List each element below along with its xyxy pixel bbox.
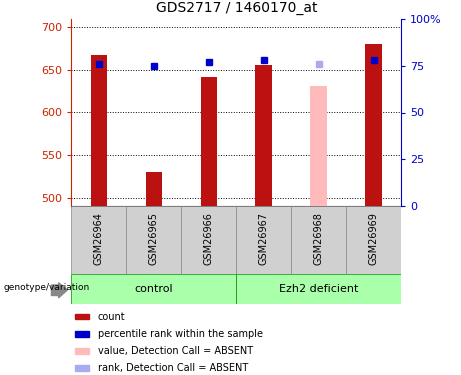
Bar xyxy=(75,348,89,354)
Bar xyxy=(71,206,126,274)
Text: count: count xyxy=(98,312,125,322)
Bar xyxy=(146,172,162,206)
Bar xyxy=(75,365,89,371)
Bar xyxy=(236,274,401,304)
Bar xyxy=(181,206,236,274)
Title: GDS2717 / 1460170_at: GDS2717 / 1460170_at xyxy=(155,1,317,15)
Bar xyxy=(291,206,346,274)
Text: rank, Detection Call = ABSENT: rank, Detection Call = ABSENT xyxy=(98,363,248,373)
Bar xyxy=(255,65,272,206)
Bar xyxy=(126,206,181,274)
Text: value, Detection Call = ABSENT: value, Detection Call = ABSENT xyxy=(98,346,253,356)
Bar xyxy=(366,44,382,206)
Text: GSM26966: GSM26966 xyxy=(204,211,214,264)
Bar xyxy=(91,56,107,206)
FancyArrow shape xyxy=(52,283,67,298)
Text: GSM26967: GSM26967 xyxy=(259,211,269,265)
Text: GSM26965: GSM26965 xyxy=(149,211,159,265)
Text: Ezh2 deficient: Ezh2 deficient xyxy=(279,284,358,294)
Bar xyxy=(310,86,327,206)
Bar xyxy=(71,274,236,304)
Text: control: control xyxy=(135,284,173,294)
Text: GSM26964: GSM26964 xyxy=(94,211,104,264)
Bar xyxy=(75,331,89,336)
Text: genotype/variation: genotype/variation xyxy=(4,283,90,292)
Bar xyxy=(75,314,89,320)
Bar xyxy=(201,77,217,206)
Text: GSM26969: GSM26969 xyxy=(369,211,378,264)
Bar xyxy=(236,206,291,274)
Bar xyxy=(346,206,401,274)
Text: GSM26968: GSM26968 xyxy=(313,211,324,264)
Text: percentile rank within the sample: percentile rank within the sample xyxy=(98,328,263,339)
